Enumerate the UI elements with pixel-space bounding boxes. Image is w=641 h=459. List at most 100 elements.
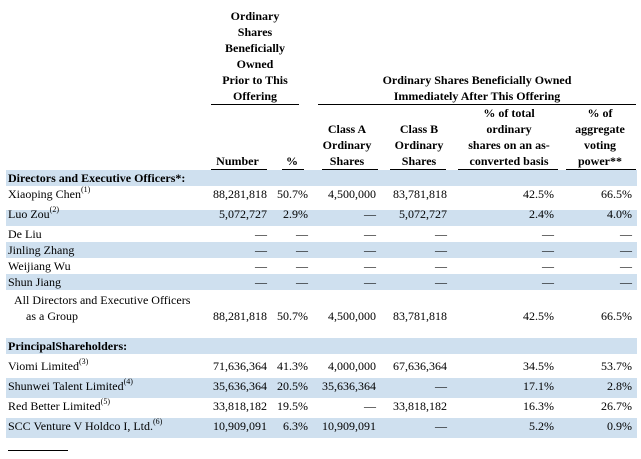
section-principal: PrincipalShareholders:	[8, 339, 128, 353]
section-directors: Directors and Executive Officers*:	[8, 171, 186, 185]
cell-pct-vote: 66.5%	[601, 309, 632, 323]
footnote-marker: (5)	[100, 397, 110, 406]
row-name-text: Shun Jiang	[8, 275, 62, 289]
cell-pct-total: 17.1%	[523, 379, 554, 393]
header-number: Number	[216, 154, 259, 168]
cell-class-b: 67,636,364	[393, 359, 447, 373]
rule-pct-total	[458, 169, 558, 170]
cell-pct: —	[296, 227, 308, 241]
cell-class-b: —	[435, 243, 447, 257]
header-pct-vote-line: aggregate	[575, 122, 625, 136]
row-name: Red Better Limited(5)	[8, 397, 110, 414]
header-pct-total-line: converted basis	[469, 154, 549, 168]
row-band	[6, 378, 637, 398]
cell-pct-total: —	[542, 259, 554, 273]
header-pct-total-line: % of total	[483, 106, 535, 120]
header-pct: %	[286, 154, 298, 168]
header-after-line: Ordinary Shares Beneficially Owned	[382, 73, 572, 87]
cell-pct: 19.5%	[277, 399, 308, 413]
footnote-marker: (2)	[49, 205, 59, 214]
row-name-text: Jinling Zhang	[8, 243, 75, 257]
cell-class-b: —	[435, 275, 447, 289]
row-name: De Liu	[8, 226, 42, 242]
header-class-a-line: Shares	[329, 154, 365, 168]
cell-pct-total: 34.5%	[523, 359, 554, 373]
cell-class-b: —	[435, 227, 447, 241]
cell-class-b: 83,781,818	[393, 309, 447, 323]
row-band	[6, 210, 637, 226]
header-class-b-line: Ordinary	[394, 138, 444, 152]
row-name-text: Xiaoping Chen	[8, 187, 81, 201]
cell-pct: —	[296, 243, 308, 257]
cell-pct: 50.7%	[277, 309, 308, 323]
cell-class-a: 4,500,000	[328, 309, 376, 323]
cell-pct-total: 42.5%	[523, 187, 554, 201]
row-name: Jinling Zhang	[8, 242, 74, 258]
cell-class-a: 4,000,000	[328, 359, 376, 373]
cell-number: —	[255, 259, 267, 273]
cell-number: 35,636,364	[213, 379, 267, 393]
header-pct-vote-line: % of	[587, 106, 613, 120]
footnote-rule	[8, 450, 68, 451]
row-band	[6, 274, 637, 290]
row-name-text: All Directors and Executive Officers	[14, 293, 191, 307]
footnote-marker: (6)	[153, 417, 163, 426]
row-name: Shun Jiang	[8, 274, 61, 290]
cell-class-b: —	[435, 259, 447, 273]
header-class-b: Class B Ordinary Shares	[384, 121, 454, 169]
row-name-cont: as a Group	[26, 309, 78, 323]
header-prior-line: Owned	[236, 57, 274, 71]
cell-class-a: —	[364, 227, 376, 241]
cell-pct-vote: 53.7%	[601, 359, 632, 373]
cell-pct: 2.9%	[283, 207, 308, 221]
row-name: Shunwei Talent Limited(4)	[8, 377, 133, 394]
cell-class-a: 35,636,364	[322, 379, 376, 393]
header-class-b-line: Shares	[401, 154, 437, 168]
row-name: Luo Zou(2)	[8, 205, 59, 222]
cell-number: 88,281,818	[213, 187, 267, 201]
cell-number: 33,818,182	[213, 399, 267, 413]
cell-pct: 20.5%	[277, 379, 308, 393]
row-name: Viomi Limited(3)	[8, 357, 89, 374]
row-band	[6, 418, 637, 438]
cell-number: 88,281,818	[213, 309, 267, 323]
cell-pct: 50.7%	[277, 187, 308, 201]
footnote-marker: (3)	[78, 357, 89, 366]
cell-number: —	[255, 227, 267, 241]
header-prior-line: Ordinary	[230, 9, 280, 23]
cell-number: 10,909,091	[213, 419, 267, 433]
header-class-a-line: Class A	[327, 122, 367, 136]
cell-pct-total: 42.5%	[523, 309, 554, 323]
cell-pct-vote: 66.5%	[601, 187, 632, 201]
row-name: All Directors and Executive Officers	[14, 292, 190, 308]
row-name-text: De Liu	[8, 227, 42, 241]
header-prior-line: Prior to This	[222, 73, 288, 87]
cell-class-a: —	[364, 399, 376, 413]
footnote-marker: (4)	[123, 377, 133, 386]
cell-class-b: 83,781,818	[393, 187, 447, 201]
cell-class-b: 33,818,182	[393, 399, 447, 413]
row-name-text: SCC Venture V Holdco I, Ltd.	[8, 419, 154, 433]
cell-pct-total: 2.4%	[529, 207, 554, 221]
rule-number	[211, 169, 267, 170]
cell-pct: —	[296, 275, 308, 289]
cell-class-b: —	[435, 379, 447, 393]
rule-prior-group	[211, 104, 299, 105]
header-prior-group: Ordinary Shares Beneficially Owned Prior…	[205, 8, 305, 104]
rule-pct	[282, 169, 304, 170]
header-class-a-line: Ordinary	[322, 138, 372, 152]
cell-class-b: 5,072,727	[399, 207, 447, 221]
cell-pct-vote: 4.0%	[607, 207, 632, 221]
header-prior-line: Shares	[237, 25, 273, 39]
header-pct-total-line: ordinary	[486, 122, 532, 136]
header-class-a: Class A Ordinary Shares	[318, 121, 376, 169]
row-name: Weijiang Wu	[8, 258, 71, 274]
row-name: SCC Venture V Holdco I, Ltd.(6)	[8, 417, 163, 434]
row-name-text: Luo Zou	[8, 207, 50, 221]
cell-class-a: —	[364, 207, 376, 221]
cell-class-a: 4,500,000	[328, 187, 376, 201]
cell-pct: 41.3%	[277, 359, 308, 373]
header-after-line: Immediately After This Offering	[393, 89, 561, 103]
row-name: Xiaoping Chen(1)	[8, 185, 90, 202]
cell-pct-total: 16.3%	[523, 399, 554, 413]
